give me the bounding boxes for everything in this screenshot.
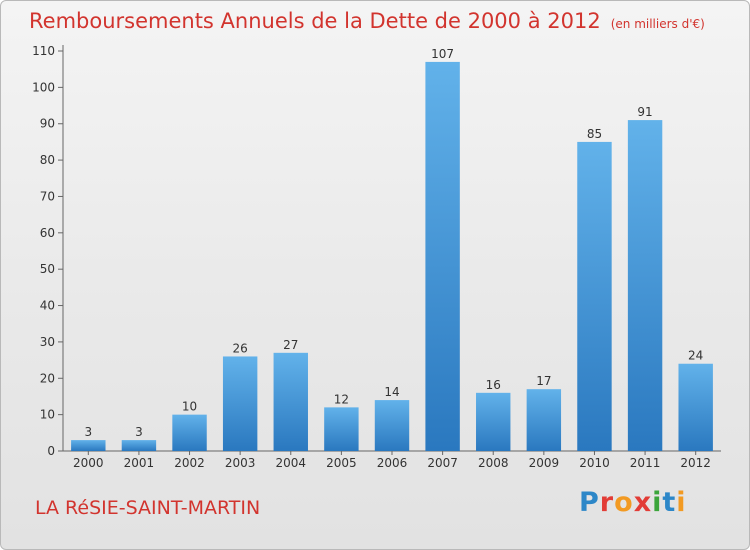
logo-letter: i (676, 487, 687, 518)
x-tick-label: 2004 (275, 456, 306, 470)
y-tick-label: 40 (40, 299, 55, 313)
y-tick-label: 60 (40, 226, 55, 240)
y-tick-label: 90 (40, 117, 55, 131)
x-tick-label: 2006 (377, 456, 408, 470)
y-tick-label: 100 (32, 80, 55, 94)
x-tick-label: 2001 (124, 456, 155, 470)
logo-letter: r (599, 487, 615, 518)
data-label: 12 (334, 392, 349, 406)
commune-name: LA RéSIE-SAINT-MARTIN (35, 497, 261, 519)
bars (71, 61, 713, 452)
x-tick-label: 2008 (478, 456, 509, 470)
bar (273, 352, 308, 451)
data-label: 10 (182, 400, 197, 414)
y-tick-label: 80 (40, 153, 55, 167)
y-tick-label: 50 (40, 262, 55, 276)
x-tick-label: 2010 (579, 456, 610, 470)
x-tick-label: 2002 (174, 456, 205, 470)
y-tick-label: 20 (40, 371, 55, 385)
bar (526, 389, 562, 451)
logo-letter: o (614, 487, 634, 518)
axes: 0 10 20 30 40 50 60 70 80 90 100 110 2000 2001 2002 200… (32, 44, 721, 470)
logo-letter: P (579, 487, 600, 518)
x-tick-label: 2009 (529, 456, 560, 470)
logo-letter: t (662, 487, 677, 518)
data-label: 107 (431, 47, 454, 61)
data-label: 17 (536, 374, 551, 388)
x-tick-label: 2000 (73, 456, 104, 470)
data-labels: 3 3 10 26 27 12 14 107 16 17 85 91 24 (84, 47, 703, 439)
data-label: 26 (233, 341, 248, 355)
y-tick-label: 110 (32, 44, 55, 58)
proxiti-logo: Proxiti (579, 487, 687, 518)
data-label: 85 (587, 127, 602, 141)
chart-title: Remboursements Annuels de la Dette de 20… (29, 9, 705, 33)
x-tick-label: 2003 (225, 456, 256, 470)
x-tick-label: 2011 (630, 456, 661, 470)
chart-title-text: Remboursements Annuels de la Dette de 20… (29, 9, 601, 33)
data-label: 27 (283, 338, 298, 352)
bar (577, 141, 612, 451)
y-tick-label: 30 (40, 335, 55, 349)
bar (627, 120, 663, 451)
bar (71, 440, 106, 451)
bar (476, 392, 511, 451)
bar (425, 61, 460, 452)
logo-letter: x (633, 487, 653, 518)
y-tick-label: 70 (40, 189, 55, 203)
x-tick-label: 2005 (326, 456, 357, 470)
bar (121, 440, 157, 451)
data-label: 16 (486, 378, 501, 392)
data-label: 14 (384, 385, 399, 399)
chart-unit: (en milliers d'€) (610, 17, 705, 31)
data-label: 3 (135, 425, 143, 439)
y-tick-label: 0 (47, 444, 55, 458)
bar (678, 363, 713, 451)
x-tick-label: 2007 (427, 456, 458, 470)
x-tick-label: 2012 (680, 456, 711, 470)
data-label: 3 (84, 425, 92, 439)
data-label: 24 (688, 349, 703, 363)
logo-letter: i (652, 487, 663, 518)
bar (374, 400, 410, 451)
bar (324, 407, 359, 451)
data-label: 91 (637, 105, 652, 119)
bar (172, 414, 207, 451)
y-tick-label: 10 (40, 408, 55, 422)
bar (222, 356, 258, 451)
